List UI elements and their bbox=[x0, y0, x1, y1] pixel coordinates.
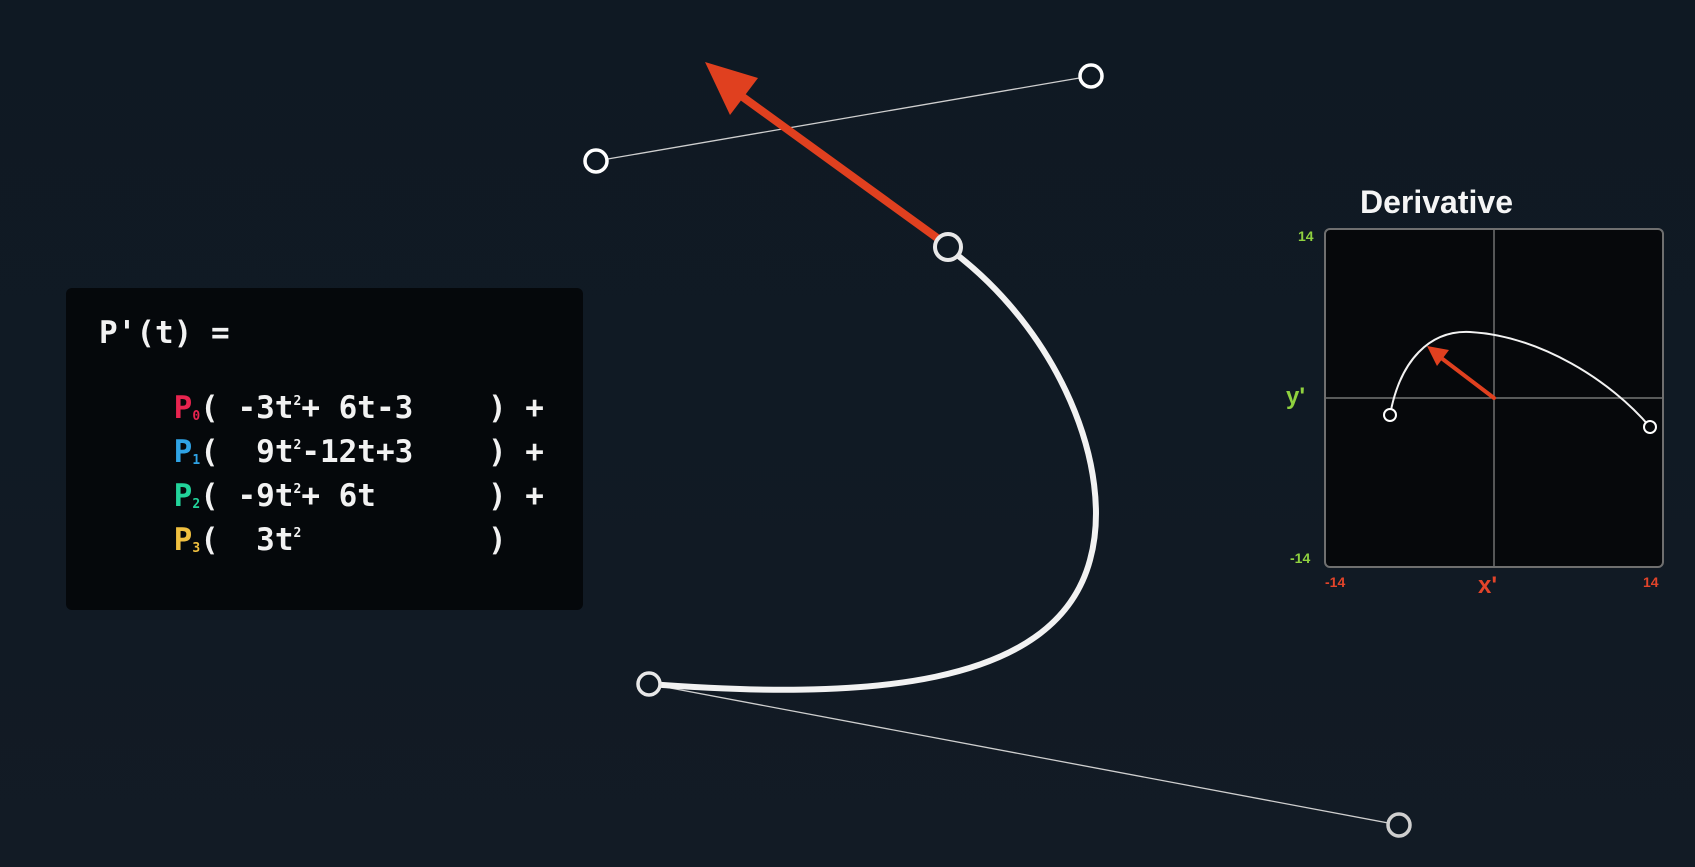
handle-line-end bbox=[648, 683, 1400, 826]
control-point-p0[interactable] bbox=[636, 671, 662, 697]
derivative-vector bbox=[1438, 355, 1496, 400]
point-label-p3: P3 bbox=[173, 522, 201, 558]
equation-term-p3: P3( 3t2 ) bbox=[173, 522, 507, 558]
control-point-p2[interactable] bbox=[1078, 63, 1104, 89]
handle-line-start bbox=[595, 75, 1092, 162]
control-point-p3[interactable] bbox=[1386, 812, 1412, 838]
x-max-label: 14 bbox=[1643, 574, 1659, 590]
equation-term-p0: P0( -3t2+ 6t-3 ) + bbox=[173, 390, 544, 426]
point-label-p0: P0 bbox=[173, 390, 201, 426]
derivative-vector-head bbox=[1427, 346, 1449, 366]
derivative-title: Derivative bbox=[1360, 184, 1513, 220]
y-max-label: 14 bbox=[1298, 228, 1314, 244]
equation-lhs: P'(t) = bbox=[99, 315, 230, 351]
derivative-curve bbox=[1389, 330, 1651, 428]
x-min-label: -14 bbox=[1325, 574, 1346, 590]
y-axis-label: y' bbox=[1286, 383, 1306, 410]
derivative-plot bbox=[1324, 228, 1664, 568]
control-point-p1[interactable] bbox=[583, 148, 609, 174]
tangent-arrow bbox=[736, 91, 944, 244]
y-min-label: -14 bbox=[1290, 550, 1311, 566]
equation-panel: P'(t) = P0( -3t2+ 6t-3 ) + P1( 9t2-12t+3… bbox=[66, 288, 583, 610]
x-axis-label: x' bbox=[1478, 572, 1498, 599]
curve-point-current[interactable] bbox=[933, 232, 963, 262]
tangent-arrow-head bbox=[705, 62, 758, 115]
equation-term-p1: P1( 9t2-12t+3 ) + bbox=[173, 434, 544, 470]
point-label-p1: P1 bbox=[173, 434, 201, 470]
bezier-curve bbox=[646, 245, 1099, 693]
derivative-end-point bbox=[1643, 420, 1657, 434]
point-label-p2: P2 bbox=[173, 478, 201, 514]
equation-term-p2: P2( -9t2+ 6t ) + bbox=[173, 478, 544, 514]
derivative-start-point bbox=[1383, 408, 1397, 422]
